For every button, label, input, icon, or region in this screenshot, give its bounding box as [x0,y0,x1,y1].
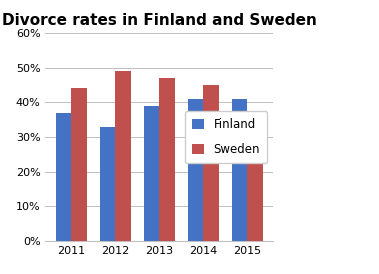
Title: Divorce rates in Finland and Sweden: Divorce rates in Finland and Sweden [2,13,316,28]
Bar [247,113,263,241]
Bar [144,106,159,241]
Bar [159,78,175,241]
Bar [188,99,203,241]
Bar [232,99,247,241]
Bar [56,113,71,241]
Bar [100,127,115,241]
Bar [115,71,131,241]
Bar [71,89,87,241]
Legend: Finland, Sweden: Finland, Sweden [185,111,267,163]
Bar [203,85,219,241]
